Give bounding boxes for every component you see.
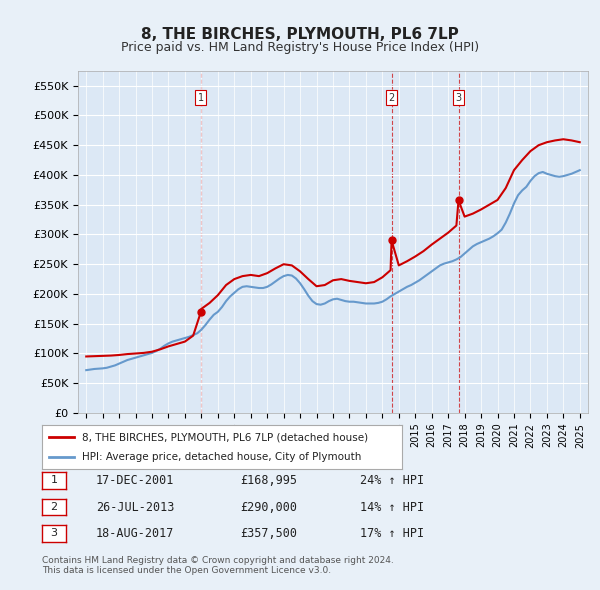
Text: 3: 3: [455, 93, 461, 103]
Text: Contains HM Land Registry data © Crown copyright and database right 2024.
This d: Contains HM Land Registry data © Crown c…: [42, 556, 394, 575]
Text: 3: 3: [50, 529, 58, 538]
Text: £168,995: £168,995: [240, 474, 297, 487]
Text: 2: 2: [50, 502, 58, 512]
Text: 24% ↑ HPI: 24% ↑ HPI: [360, 474, 424, 487]
Text: £290,000: £290,000: [240, 501, 297, 514]
Text: 2: 2: [388, 93, 395, 103]
Text: 17-DEC-2001: 17-DEC-2001: [96, 474, 175, 487]
Text: 8, THE BIRCHES, PLYMOUTH, PL6 7LP (detached house): 8, THE BIRCHES, PLYMOUTH, PL6 7LP (detac…: [82, 432, 368, 442]
Text: HPI: Average price, detached house, City of Plymouth: HPI: Average price, detached house, City…: [82, 452, 361, 461]
Text: 14% ↑ HPI: 14% ↑ HPI: [360, 501, 424, 514]
Text: Price paid vs. HM Land Registry's House Price Index (HPI): Price paid vs. HM Land Registry's House …: [121, 41, 479, 54]
Text: 1: 1: [50, 476, 58, 485]
Text: 1: 1: [197, 93, 204, 103]
Text: 17% ↑ HPI: 17% ↑ HPI: [360, 527, 424, 540]
Text: 26-JUL-2013: 26-JUL-2013: [96, 501, 175, 514]
Text: £357,500: £357,500: [240, 527, 297, 540]
Text: 18-AUG-2017: 18-AUG-2017: [96, 527, 175, 540]
Text: 8, THE BIRCHES, PLYMOUTH, PL6 7LP: 8, THE BIRCHES, PLYMOUTH, PL6 7LP: [141, 27, 459, 41]
